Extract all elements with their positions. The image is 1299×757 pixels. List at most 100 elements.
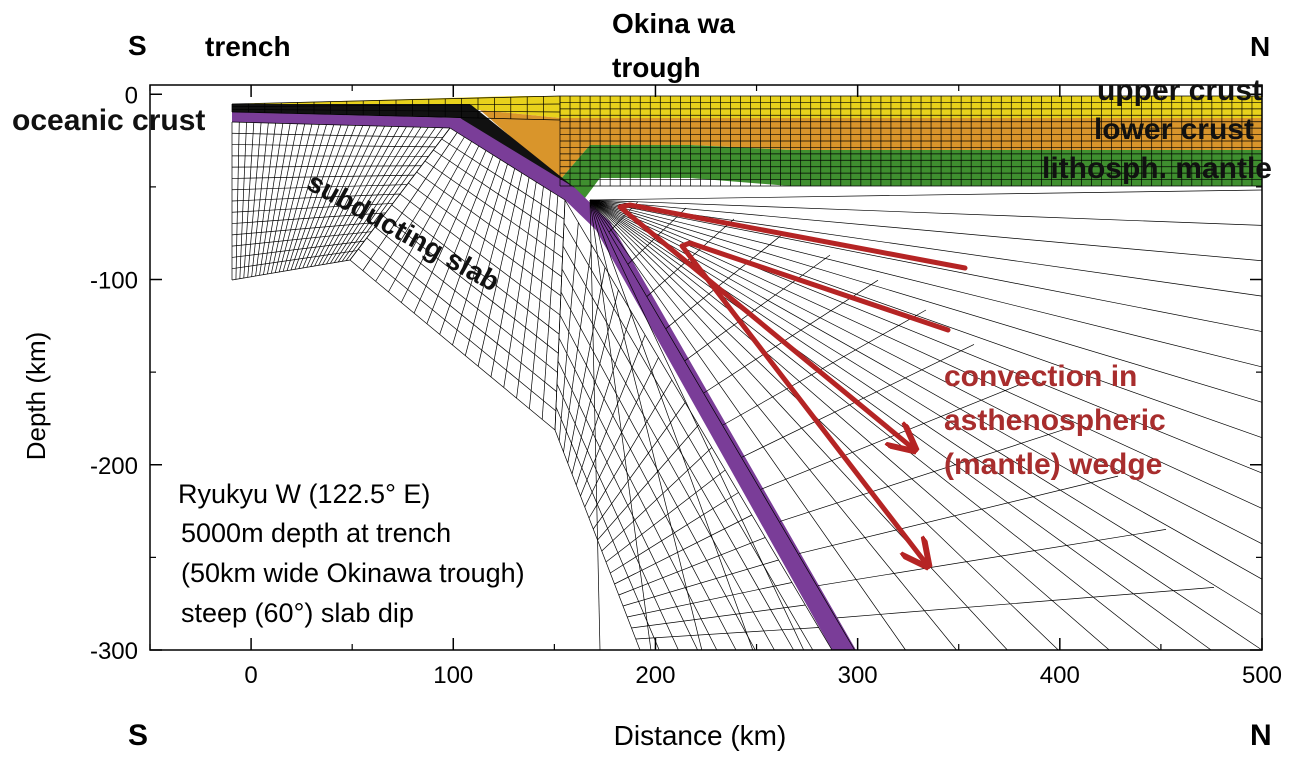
wedge-mesh — [589, 189, 1263, 201]
slab-mesh — [231, 193, 401, 202]
convection-arrow-upper — [617, 202, 968, 450]
plate-mesh — [231, 111, 561, 121]
bottom-labels: S N — [128, 719, 1272, 752]
wedge-mesh — [722, 309, 927, 426]
wedge-mesh — [798, 475, 1119, 554]
convection-arrows — [617, 202, 968, 566]
model-info-line2: 5000m depth at trench — [181, 518, 451, 548]
wedge-mesh — [589, 199, 754, 651]
oceanic-crust-layer — [232, 104, 575, 196]
slab-mesh — [605, 469, 726, 563]
slab-mesh — [601, 447, 713, 552]
convection-label-line3: (mantle) wedge — [944, 448, 1162, 481]
slab-mesh — [452, 163, 508, 346]
slab-mesh — [554, 199, 566, 431]
slab-mesh — [597, 424, 699, 541]
wedge-mesh — [589, 199, 703, 651]
wedge-mesh — [589, 199, 1110, 651]
slab-mesh — [231, 132, 443, 138]
slab-mesh — [439, 159, 501, 335]
south-label-bottom: S — [128, 719, 148, 752]
upper-crust-layer — [232, 96, 1262, 118]
okinawa-trough-label-line1: Okina wa — [612, 8, 735, 39]
wedge-mesh — [589, 199, 1008, 651]
slab-mesh — [571, 289, 619, 475]
slab-mesh — [477, 172, 523, 367]
lithospheric-mantle-label: lithosph. mantle — [1042, 152, 1272, 185]
model-info-line1: Ryukyu W (122.5° E) — [178, 479, 430, 509]
slab-mesh — [231, 121, 451, 129]
slab-mesh — [413, 150, 487, 314]
wedge-mesh — [589, 199, 957, 651]
wedge-mesh — [589, 199, 805, 651]
slab-mesh — [231, 231, 372, 247]
slab-mesh — [231, 203, 393, 213]
slab-mesh — [592, 402, 686, 530]
y-tick-label: -100 — [90, 268, 138, 295]
wedge-mesh — [684, 254, 831, 361]
wedge-mesh — [589, 199, 1161, 651]
slab-mesh — [541, 195, 559, 420]
trench-label: trench — [205, 31, 291, 62]
model-info-line3: (50km wide Okinawa trough) — [181, 558, 525, 588]
slab-mesh — [610, 492, 739, 574]
convection-label: convection in asthenospheric (mantle) we… — [944, 360, 1166, 481]
slab-mesh — [563, 244, 593, 453]
top-labels: S trench Okina wa trough N — [128, 8, 1270, 83]
y-tick-label: 0 — [125, 82, 138, 109]
plate-mesh — [231, 108, 561, 113]
slab-mesh — [400, 145, 480, 303]
x-tick-label: 300 — [838, 662, 878, 689]
slab-mesh — [529, 190, 551, 409]
y-axis-label: Depth (km) — [21, 332, 51, 461]
x-tick-label: 500 — [1242, 662, 1282, 689]
slab-mesh — [231, 221, 379, 236]
wedge-mesh — [589, 199, 1059, 651]
wedge-mesh — [665, 234, 783, 329]
wedge-mesh — [589, 199, 652, 651]
convection-arrow-lower — [679, 240, 951, 566]
slab-mesh — [588, 379, 673, 519]
slab-mesh — [231, 259, 351, 281]
x-tick-label: 0 — [244, 662, 257, 689]
model-info-line4: steep (60°) slab dip — [181, 598, 414, 628]
slab-mesh — [464, 168, 516, 356]
slab-mesh — [231, 165, 422, 168]
finite-element-mesh — [231, 95, 1263, 651]
wedge-mesh — [589, 199, 1263, 262]
wedge-mesh — [589, 199, 1263, 403]
slab-mesh — [627, 582, 793, 618]
convection-label-line2: asthenospheric — [944, 404, 1166, 437]
plate-mesh — [231, 103, 561, 108]
slab-mesh — [618, 537, 766, 596]
slab-mesh — [362, 132, 458, 271]
slab-mesh — [614, 514, 753, 585]
wedge-mesh — [589, 199, 1263, 580]
x-tick-label: 200 — [635, 662, 675, 689]
slab-mesh — [503, 181, 537, 388]
y-axis-ticks: 0 -100 -200 -300 — [90, 82, 1262, 665]
plot-frame — [149, 84, 1263, 651]
north-label-bottom: N — [1250, 719, 1272, 752]
wedge-mesh — [589, 199, 1263, 509]
wedge-mesh — [589, 199, 601, 651]
slab-mesh — [516, 186, 544, 399]
x-axis-label: Distance (km) — [614, 720, 787, 751]
slab-mesh — [558, 222, 579, 442]
y-tick-label: -200 — [90, 453, 138, 480]
slab-mesh — [231, 250, 358, 270]
wedge-mesh — [589, 199, 1263, 545]
wedge-mesh — [779, 427, 1071, 522]
slab-mesh — [622, 559, 779, 607]
north-label-top: N — [1250, 31, 1270, 62]
lower-crust-label: lower crust — [1094, 113, 1254, 146]
slab-mesh — [631, 604, 806, 629]
okinawa-trough-label-line2: trough — [612, 52, 701, 83]
wedge-mesh — [589, 199, 1263, 439]
y-tick-label: -300 — [90, 638, 138, 665]
slab-mesh — [388, 141, 472, 293]
upper-crust-label: upper crust — [1097, 74, 1262, 107]
wedge-mesh — [589, 199, 1263, 368]
oceanic-crust-label: oceanic crust — [12, 104, 205, 137]
